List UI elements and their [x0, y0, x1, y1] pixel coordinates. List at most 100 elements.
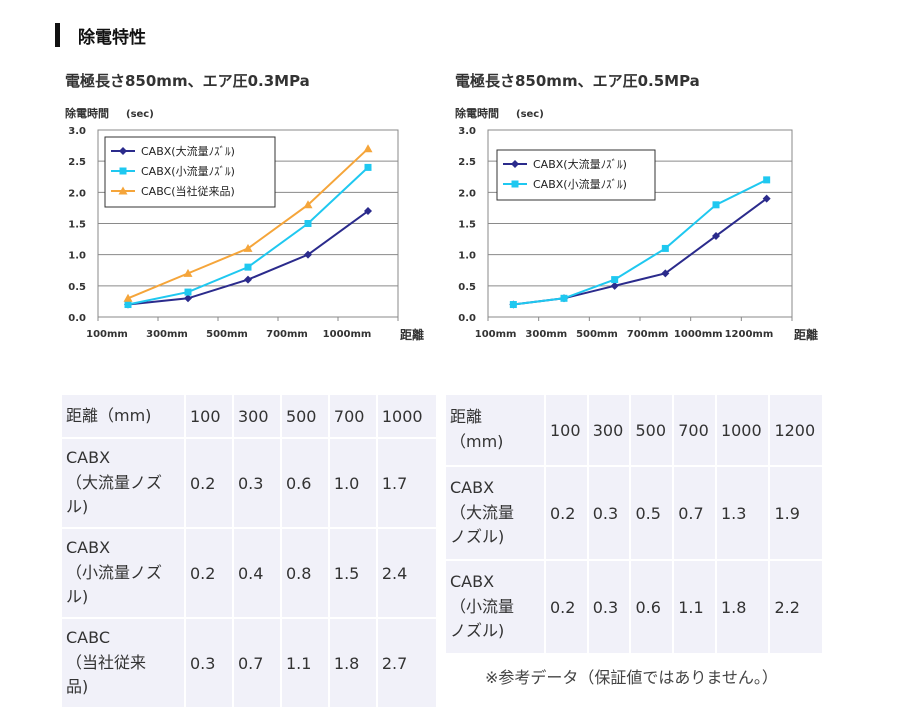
table-header-row: 距離 （mm) 100 300 500 700 1000 1200	[446, 395, 822, 465]
section-title: 除電特性	[55, 22, 146, 48]
table-cell: 0.8	[281, 529, 328, 617]
table-row: CABX （大流量ノズ ル) 0.2 0.3 0.6 1.0 1.7	[62, 439, 436, 527]
data-point	[124, 301, 132, 309]
table-header-cell: 700	[674, 395, 715, 465]
table-cell: 1.7	[377, 439, 436, 527]
y-tick-label: 1.5	[68, 220, 86, 231]
row-label-line: CABX	[66, 447, 111, 467]
table-cell: 0.3	[233, 439, 280, 527]
data-point	[244, 275, 252, 284]
y-tick-label: 1.5	[458, 220, 476, 231]
data-point	[183, 268, 193, 277]
x-tick-label: 1000mm	[323, 329, 372, 340]
legend-marker	[118, 186, 128, 195]
data-point	[244, 263, 252, 271]
data-point	[763, 176, 771, 184]
row-label-line: （当社従来	[66, 652, 147, 672]
x-tick-label: 1200mm	[725, 329, 774, 340]
data-point	[303, 200, 313, 209]
legend-box	[496, 149, 656, 201]
table-cell: 1.0	[329, 439, 376, 527]
legend-marker	[511, 160, 519, 168]
table-cell: 0.7	[233, 619, 280, 707]
x-tick-label: 700mm	[266, 329, 308, 340]
y-tick-label: 0.5	[68, 282, 86, 293]
table-header-cell: 100	[186, 395, 232, 437]
row-label-line: （小流量ノズ	[66, 562, 163, 582]
data-point	[661, 244, 669, 252]
data-point	[304, 250, 312, 259]
y-tick-label: 1.0	[68, 251, 86, 262]
data-point	[364, 163, 372, 171]
table-row-label: CABX （小流量ノズ ル)	[62, 529, 184, 617]
row-label-line: ノズル)	[450, 621, 505, 641]
data-point	[123, 293, 133, 302]
y-tick-label: 2.5	[68, 157, 86, 168]
data-point	[560, 294, 568, 302]
table-cell: 1.8	[716, 561, 769, 653]
legend-label: CABX(大流量ﾉｽﾞﾙ)	[141, 144, 235, 158]
row-label-line: CABC	[66, 627, 110, 647]
x-tick-label: 300mm	[146, 329, 188, 340]
chart-2-yunit: (sec)	[516, 109, 544, 120]
x-tick-label: 500mm	[576, 329, 618, 340]
x-tick-label: 100mm	[86, 329, 128, 340]
chart-1-xlabel: 距離	[400, 327, 424, 342]
table-row: CABX （大流量 ノズル) 0.2 0.3 0.5 0.7 1.3 1.9	[446, 467, 822, 559]
chart-2-xlabel: 距離	[794, 327, 818, 342]
table-row-label: CABC （当社従来 品)	[62, 619, 184, 707]
y-tick-label: 3.0	[458, 126, 476, 137]
y-tick-label: 1.0	[458, 251, 476, 262]
data-point	[610, 281, 619, 290]
table-cell: 0.5	[631, 467, 673, 559]
table-row-label: CABX （大流量 ノズル)	[446, 467, 544, 559]
data-table-right: 距離 （mm) 100 300 500 700 1000 1200 CABX （…	[444, 393, 824, 655]
table-cell: 0.3	[588, 467, 630, 559]
row-label-line: ノズル)	[450, 527, 505, 547]
data-point	[363, 144, 373, 153]
chart-2-caption: 電極長さ850mm、エア圧0.5MPa	[455, 72, 700, 90]
data-table-left: 距離（mm) 100 300 500 700 1000 CABX （大流量ノズ …	[60, 393, 438, 709]
row-label-line: ル)	[66, 497, 89, 517]
y-tick-label: 3.0	[68, 126, 86, 137]
table-cell: 0.6	[281, 439, 328, 527]
table-header-cell: 1000	[716, 395, 769, 465]
y-tick-label: 2.0	[458, 188, 476, 199]
row-label-line: CABX	[450, 571, 495, 591]
legend-label: CABX(小流量ﾉｽﾞﾙ)	[141, 164, 235, 178]
table-cell: 1.5	[329, 529, 376, 617]
row-label-line: CABX	[66, 537, 111, 557]
data-point	[712, 231, 720, 240]
row-label-line: 品)	[66, 677, 89, 697]
data-point	[762, 194, 771, 203]
table-header-cell: 距離（mm)	[62, 395, 184, 437]
table-cell: 1.9	[770, 467, 822, 559]
header-label-line: （mm)	[450, 432, 504, 451]
legend-marker	[511, 180, 519, 188]
table-header-cell: 500	[631, 395, 673, 465]
y-tick-label: 0.5	[458, 282, 476, 293]
legend-marker	[119, 147, 127, 155]
table-header-cell: 100	[546, 395, 587, 465]
data-point	[304, 220, 312, 227]
table-cell: 2.7	[377, 619, 436, 707]
y-tick-label: 2.5	[458, 157, 476, 168]
legend-marker	[119, 167, 127, 175]
row-label-line: （小流量	[450, 596, 515, 616]
table-header-cell: 700	[329, 395, 376, 437]
data-point	[364, 207, 372, 216]
table-header-cell: 1000	[377, 395, 436, 437]
chart-1-ylabel: 除電時間	[65, 106, 109, 120]
legend-label: CABX(小流量ﾉｽﾞﾙ)	[533, 177, 627, 191]
chart-1-yunit: (sec)	[126, 109, 154, 120]
table-header-cell: 300	[233, 395, 280, 437]
table-header-cell: 300	[588, 395, 630, 465]
table-cell: 1.1	[281, 619, 328, 707]
section-title-text: 除電特性	[78, 27, 146, 48]
table-cell: 0.2	[546, 561, 587, 653]
table-cell: 1.8	[329, 619, 376, 707]
data-point	[712, 201, 720, 209]
title-bar-marker	[55, 23, 60, 47]
data-point	[243, 243, 253, 252]
chart-1-caption: 電極長さ850mm、エア圧0.3MPa	[65, 72, 310, 90]
